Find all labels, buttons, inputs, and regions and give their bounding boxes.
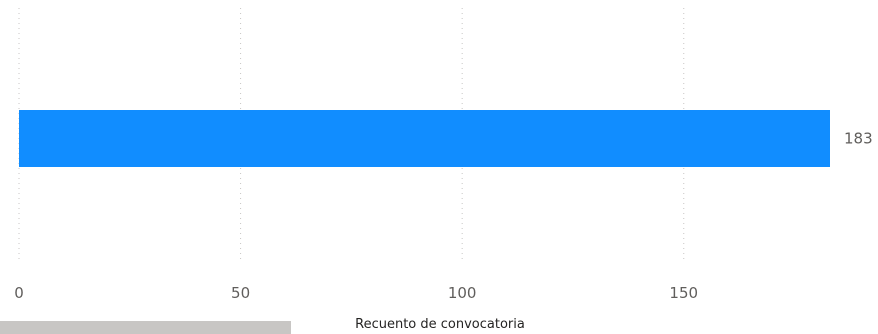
horizontal-scrollbar[interactable] [0, 321, 291, 334]
x-tick-label: 100 [448, 284, 477, 302]
x-axis-title: Recuento de convocatoria [355, 317, 525, 332]
data-labels: 183 [844, 130, 873, 148]
bars [19, 110, 830, 167]
x-tick-label: 0 [14, 284, 24, 302]
x-tick-label: 150 [669, 284, 698, 302]
x-axis-ticks: 0 50 100 150 [14, 284, 698, 302]
bar-data-label: 183 [844, 130, 873, 148]
bar[interactable] [19, 110, 830, 167]
x-tick-label: 50 [231, 284, 250, 302]
